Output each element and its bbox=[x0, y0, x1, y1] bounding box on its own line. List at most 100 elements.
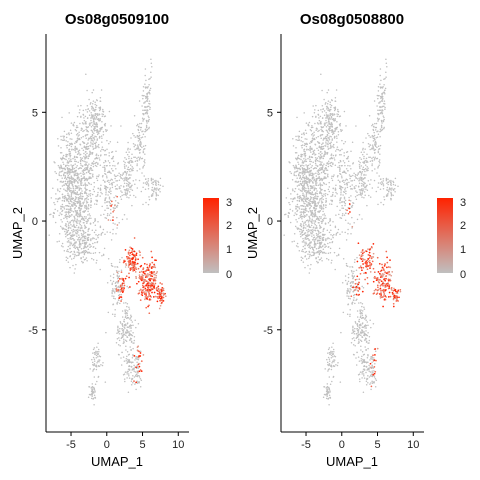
cell-point bbox=[64, 182, 67, 185]
cell-point bbox=[297, 154, 300, 157]
cell-point bbox=[108, 200, 110, 203]
cell-point bbox=[148, 127, 150, 130]
cell-point bbox=[104, 129, 107, 131]
cell-point bbox=[300, 225, 303, 228]
cell-point bbox=[72, 164, 75, 167]
cell-point bbox=[81, 260, 83, 263]
cell-point bbox=[110, 239, 113, 241]
cell-point bbox=[362, 185, 365, 187]
cell-point bbox=[322, 164, 324, 167]
cell-point bbox=[99, 96, 102, 99]
cell-point bbox=[149, 271, 151, 273]
cell-point bbox=[99, 226, 102, 229]
cell-point bbox=[127, 168, 130, 171]
cell-point bbox=[110, 192, 112, 195]
cell-point bbox=[125, 185, 128, 187]
cell-point bbox=[148, 89, 151, 92]
cell-point bbox=[100, 135, 103, 137]
cell-point bbox=[331, 138, 334, 140]
cell-point bbox=[96, 112, 99, 115]
cell-point bbox=[96, 123, 98, 126]
cell-point bbox=[68, 188, 70, 190]
cell-point bbox=[81, 165, 84, 167]
cell-point bbox=[90, 200, 93, 203]
cell-point bbox=[67, 213, 70, 215]
cell-point bbox=[109, 188, 111, 191]
cell-point bbox=[66, 176, 69, 179]
cell-point bbox=[337, 179, 340, 182]
cell-point bbox=[339, 209, 341, 211]
cell-point bbox=[131, 248, 134, 250]
cell-point bbox=[93, 116, 96, 118]
cell-point bbox=[314, 122, 316, 125]
cell-point bbox=[127, 370, 129, 372]
cell-point bbox=[307, 228, 310, 231]
cell-point bbox=[357, 328, 360, 331]
cell-point bbox=[314, 156, 317, 159]
cell-point bbox=[120, 184, 122, 187]
cell-point bbox=[325, 152, 327, 154]
cell-point bbox=[325, 239, 327, 242]
cell-point bbox=[314, 193, 316, 195]
cell-point bbox=[107, 194, 109, 196]
cell-point bbox=[63, 250, 66, 252]
cell-point bbox=[319, 182, 321, 184]
cell-point bbox=[68, 178, 71, 180]
cell-point bbox=[146, 100, 148, 103]
cell-point bbox=[353, 333, 356, 335]
cell-point bbox=[358, 341, 360, 344]
cell-point bbox=[132, 167, 134, 169]
cell-point bbox=[139, 377, 142, 380]
cell-point bbox=[125, 179, 128, 182]
cell-point bbox=[124, 170, 126, 173]
cell-point bbox=[73, 230, 75, 233]
cell-point bbox=[85, 157, 87, 159]
cell-point bbox=[361, 153, 364, 156]
cell-point bbox=[90, 139, 93, 141]
cell-point bbox=[156, 271, 159, 273]
cell-point bbox=[67, 227, 70, 229]
cell-point bbox=[121, 316, 124, 318]
cell-point bbox=[320, 109, 322, 111]
cell-point bbox=[62, 167, 65, 170]
cell-point bbox=[71, 180, 73, 183]
cell-point bbox=[79, 122, 81, 125]
cell-point bbox=[311, 229, 313, 231]
cell-point bbox=[314, 200, 316, 203]
cell-point bbox=[339, 159, 342, 162]
cell-point bbox=[76, 178, 78, 180]
cell-point bbox=[83, 211, 85, 214]
cell-point bbox=[332, 175, 335, 178]
cell-point bbox=[79, 246, 81, 249]
cell-point bbox=[328, 117, 330, 120]
cell-point bbox=[305, 195, 308, 197]
cell-point bbox=[104, 185, 107, 188]
cell-point bbox=[315, 158, 318, 161]
cell-point bbox=[73, 272, 76, 274]
cell-point bbox=[128, 264, 130, 267]
cell-point bbox=[114, 282, 117, 284]
cell-point bbox=[363, 196, 365, 199]
cell-point bbox=[120, 333, 123, 335]
cell-point bbox=[312, 237, 315, 239]
cell-point bbox=[92, 106, 94, 109]
cell-point bbox=[130, 334, 132, 336]
cell-point bbox=[123, 338, 125, 341]
cell-point bbox=[96, 175, 98, 178]
cell-point bbox=[324, 176, 326, 178]
cell-point bbox=[318, 192, 321, 194]
cell-point bbox=[136, 144, 139, 146]
cell-point bbox=[132, 266, 134, 269]
cell-point bbox=[79, 223, 81, 226]
cell-point bbox=[123, 302, 125, 304]
cell-point bbox=[116, 216, 118, 219]
cell-point bbox=[69, 138, 71, 140]
cell-point bbox=[295, 205, 297, 207]
cell-point bbox=[139, 355, 142, 357]
cell-point bbox=[309, 189, 311, 192]
cell-point bbox=[127, 359, 130, 362]
cell-point bbox=[64, 180, 67, 182]
cell-point bbox=[319, 123, 321, 125]
cell-point bbox=[316, 147, 318, 150]
cell-point bbox=[301, 241, 304, 243]
